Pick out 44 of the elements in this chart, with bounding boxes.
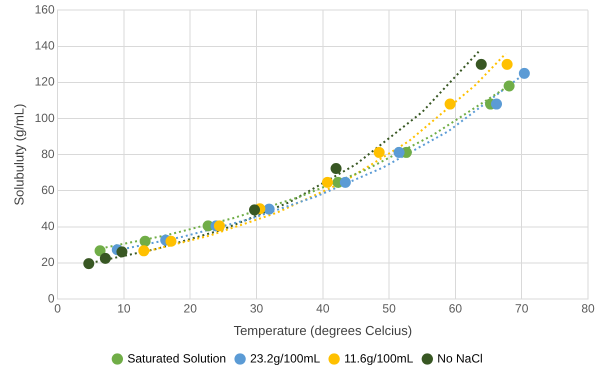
point	[491, 98, 502, 110]
y-axis-title: Solubuluty (g/mL)	[11, 104, 26, 206]
point	[214, 220, 225, 232]
point	[394, 146, 405, 158]
point	[504, 80, 515, 92]
y-tick-label: 80	[41, 146, 55, 161]
x-tick-label: 80	[581, 302, 595, 316]
y-tick-label: 0	[48, 291, 55, 306]
point	[264, 204, 275, 215]
point	[322, 176, 333, 188]
point	[476, 58, 487, 70]
y-tick-label: 60	[41, 183, 55, 198]
y-tick-label: 140	[34, 38, 55, 53]
point	[116, 246, 128, 258]
point	[138, 245, 150, 256]
point	[330, 163, 342, 174]
point	[140, 236, 151, 247]
y-tick-label: 100	[34, 110, 55, 125]
point	[374, 146, 385, 158]
point	[165, 236, 176, 247]
x-tick-label: 70	[515, 302, 529, 316]
x-tick-label: 50	[382, 302, 396, 316]
point	[444, 98, 456, 110]
x-tick-label: 10	[117, 302, 131, 316]
point	[94, 245, 106, 256]
point	[502, 58, 513, 70]
point	[83, 258, 94, 270]
x-tick-label: 40	[316, 302, 330, 316]
y-tick-label: 120	[34, 74, 55, 89]
x-tick-label: 20	[184, 302, 198, 316]
legend-label: 11.6g/100mL	[344, 351, 414, 366]
point	[518, 68, 530, 79]
x-axis-title: Temperature (degrees Celcius)	[234, 322, 412, 338]
y-tick-label: 40	[41, 219, 55, 234]
y-tick-label: 160	[34, 2, 55, 17]
x-tick-label: 60	[448, 302, 462, 316]
point	[249, 204, 260, 216]
point	[340, 176, 351, 188]
x-tick-label: 30	[250, 302, 264, 316]
y-tick-label: 20	[41, 255, 55, 270]
legend-label: No NaCl	[437, 351, 483, 366]
legend-label: Saturated Solution	[127, 351, 226, 366]
point	[100, 252, 111, 264]
legend-label: 23.2g/100mL	[250, 351, 320, 366]
